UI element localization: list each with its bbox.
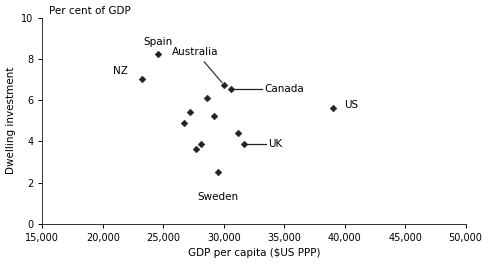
Text: Australia: Australia <box>172 47 222 83</box>
Text: Per cent of GDP: Per cent of GDP <box>49 6 130 16</box>
Text: UK: UK <box>268 139 283 149</box>
Text: US: US <box>345 100 359 110</box>
Text: Sweden: Sweden <box>197 192 238 202</box>
Y-axis label: Dwelling investment: Dwelling investment <box>5 67 16 175</box>
X-axis label: GDP per capita ($US PPP): GDP per capita ($US PPP) <box>188 248 320 258</box>
Text: NZ: NZ <box>113 66 128 76</box>
Text: Spain: Spain <box>144 37 173 48</box>
Text: Canada: Canada <box>265 84 305 94</box>
